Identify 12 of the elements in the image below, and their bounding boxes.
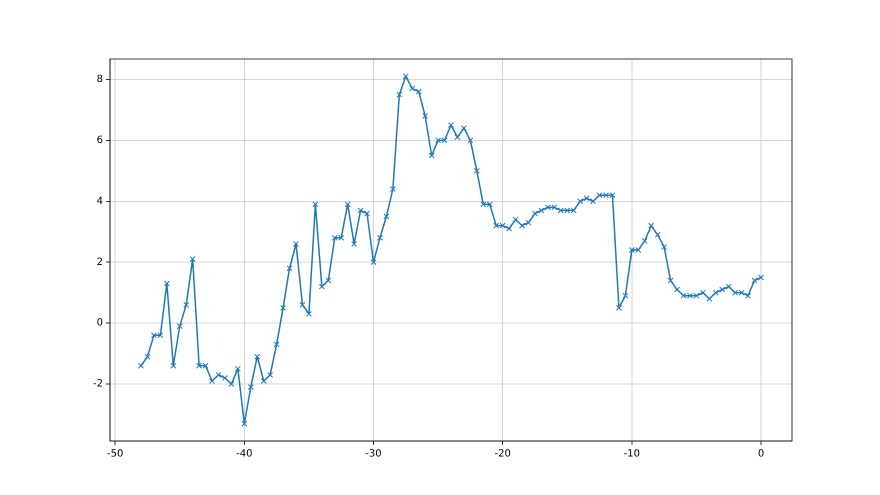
y-tick-label: 6 <box>96 134 103 146</box>
x-tick-label: 0 <box>758 448 764 460</box>
x-tick-label: -30 <box>365 448 382 460</box>
y-tick-label: 2 <box>96 256 103 268</box>
x-tick-label: -50 <box>106 448 124 460</box>
y-tick-label: 8 <box>96 74 103 86</box>
x-tick-label: -40 <box>236 448 253 460</box>
x-tick-label: -20 <box>494 448 511 460</box>
y-tick-label: 0 <box>96 318 103 329</box>
x-tick-label: -10 <box>624 448 640 460</box>
y-tick-label: 4 <box>96 196 103 207</box>
y-tick-label: -2 <box>93 378 103 390</box>
